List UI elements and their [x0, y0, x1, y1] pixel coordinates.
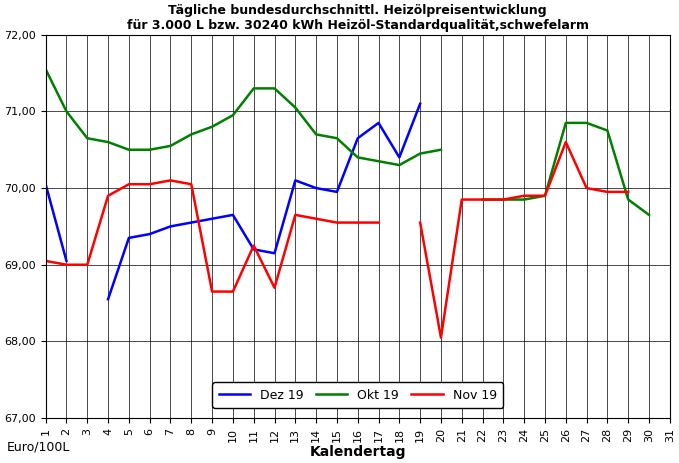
Okt 19	[291, 105, 299, 110]
Okt 19	[375, 158, 383, 164]
Okt 19	[229, 113, 237, 118]
Nov 19	[229, 289, 237, 294]
Okt 19	[104, 139, 112, 145]
Okt 19	[333, 136, 341, 141]
Okt 19	[84, 136, 92, 141]
Okt 19	[125, 147, 133, 152]
Line: Nov 19: Nov 19	[45, 181, 379, 292]
Nov 19	[250, 243, 258, 248]
Nov 19	[104, 193, 112, 199]
Okt 19	[312, 131, 320, 137]
Okt 19	[208, 124, 216, 130]
Nov 19	[145, 181, 153, 187]
Line: Dez 19: Dez 19	[45, 184, 67, 261]
Okt 19	[41, 67, 50, 72]
Okt 19	[416, 151, 424, 156]
Okt 19	[145, 147, 153, 152]
Nov 19	[84, 262, 92, 268]
Okt 19	[395, 163, 403, 168]
Okt 19	[437, 147, 445, 152]
Nov 19	[166, 178, 175, 183]
Text: Euro/100L: Euro/100L	[7, 441, 70, 454]
Title: Tägliche bundesdurchschnittl. Heizölpreisentwicklung
für 3.000 L bzw. 30240 kWh : Tägliche bundesdurchschnittl. Heizölprei…	[127, 4, 589, 32]
Legend: Dez 19, Okt 19, Nov 19: Dez 19, Okt 19, Nov 19	[213, 382, 503, 408]
X-axis label: Kalendertag: Kalendertag	[310, 445, 406, 459]
Okt 19	[187, 131, 196, 137]
Dez 19	[62, 258, 71, 264]
Nov 19	[125, 181, 133, 187]
Nov 19	[41, 258, 50, 264]
Nov 19	[354, 220, 362, 225]
Okt 19	[270, 86, 278, 91]
Nov 19	[312, 216, 320, 221]
Okt 19	[250, 86, 258, 91]
Nov 19	[291, 212, 299, 218]
Okt 19	[62, 109, 71, 114]
Okt 19	[354, 155, 362, 160]
Nov 19	[62, 262, 71, 268]
Nov 19	[187, 181, 196, 187]
Nov 19	[208, 289, 216, 294]
Nov 19	[333, 220, 341, 225]
Nov 19	[375, 220, 383, 225]
Okt 19	[166, 143, 175, 149]
Nov 19	[270, 285, 278, 290]
Line: Okt 19: Okt 19	[45, 69, 441, 165]
Dez 19	[41, 181, 50, 187]
